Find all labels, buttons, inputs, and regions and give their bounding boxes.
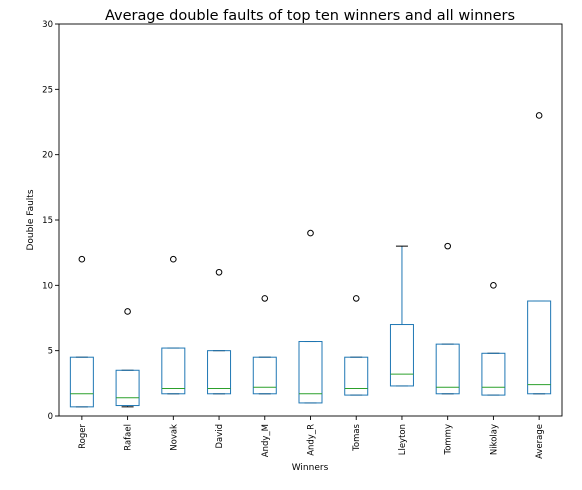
y-tick-label: 30 xyxy=(42,20,53,30)
x-tick-label: David xyxy=(215,424,225,449)
y-tick-label: 20 xyxy=(42,151,53,161)
box xyxy=(161,347,186,395)
box xyxy=(481,352,506,396)
outlier-point xyxy=(78,255,86,263)
outlier-point xyxy=(490,282,497,289)
outlier-point xyxy=(170,255,177,263)
plot-frame xyxy=(58,23,563,417)
y-tick-label: 0 xyxy=(48,412,53,422)
box xyxy=(69,356,94,408)
x-tick-label: Nikolay xyxy=(489,424,499,455)
chart-title: Average double faults of top ten winners… xyxy=(105,8,515,24)
x-tick-label: Lleyton xyxy=(398,424,408,455)
y-tick-label: 25 xyxy=(42,85,53,95)
x-tick-label: Roger xyxy=(78,424,88,449)
box xyxy=(298,341,323,404)
box xyxy=(389,324,414,387)
outlier-point xyxy=(352,295,360,302)
outlier-point xyxy=(444,242,451,250)
x-tick-label: Average xyxy=(535,424,545,459)
x-tick-label: Rafael xyxy=(124,424,134,451)
box xyxy=(344,356,369,396)
y-axis-label: Double Faults xyxy=(26,189,36,250)
x-tick-label: Andy_R xyxy=(307,424,317,456)
plot-area: 0 5 10 15 20 25 30 Roger Rafael Novak David Andy_M A… xyxy=(42,20,552,459)
box xyxy=(435,343,460,395)
outlier-point xyxy=(307,229,314,237)
outlier-point xyxy=(261,295,269,302)
outlier-point xyxy=(124,308,131,315)
outlier-point xyxy=(215,268,223,276)
box xyxy=(527,300,552,395)
x-axis-label: Winners xyxy=(292,463,329,473)
box xyxy=(207,350,232,395)
box xyxy=(115,369,140,407)
outlier-point xyxy=(535,112,543,119)
x-tick-label: Andy_M xyxy=(261,424,271,457)
y-tick-label: 10 xyxy=(42,281,53,291)
x-tick-label: Tommy xyxy=(444,424,454,456)
y-tick-label: 5 xyxy=(48,347,53,357)
x-tick-label: Novak xyxy=(169,424,179,451)
x-tick-label: Tomas xyxy=(352,423,362,451)
box xyxy=(252,356,277,395)
y-tick-label: 15 xyxy=(42,216,53,226)
